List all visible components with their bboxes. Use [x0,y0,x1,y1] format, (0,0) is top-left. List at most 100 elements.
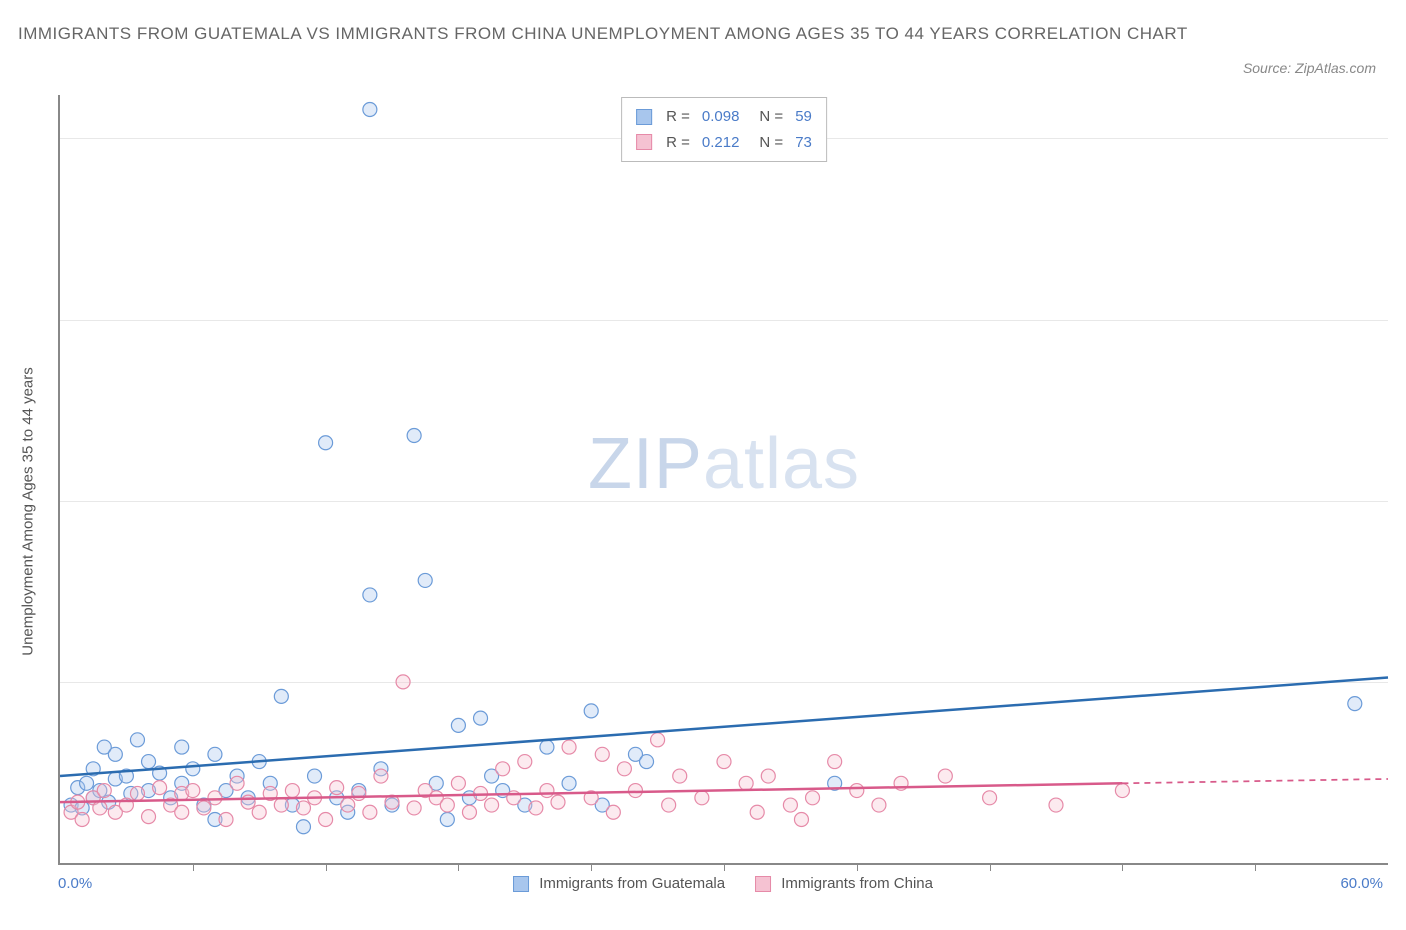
scatter-point [783,798,797,812]
scatter-point [93,801,107,815]
scatter-point [529,801,543,815]
scatter-point [230,776,244,790]
scatter-point [274,798,288,812]
scatter-point [219,813,233,827]
scatter-point [130,733,144,747]
chart-container: Unemployment Among Ages 35 to 44 years Z… [18,95,1388,910]
scatter-point [407,429,421,443]
scatter-point [606,805,620,819]
r-label: R = [666,104,690,130]
scatter-point [330,781,344,795]
scatter-svg [60,95,1388,863]
scatter-point [662,798,676,812]
scatter-point [75,813,89,827]
scatter-point [319,436,333,450]
scatter-point [584,704,598,718]
scatter-point [562,776,576,790]
scatter-point [80,776,94,790]
scatter-point [540,740,554,754]
scatter-point [828,755,842,769]
series2-label: Immigrants from China [781,875,933,892]
y-axis-label: Unemployment Among Ages 35 to 44 years [20,367,37,656]
scatter-point [640,755,654,769]
scatter-point [617,762,631,776]
scatter-point [252,805,266,819]
scatter-point [806,791,820,805]
scatter-point [175,805,189,819]
scatter-point [794,813,808,827]
scatter-point [872,798,886,812]
scatter-point [462,805,476,819]
scatter-point [551,795,565,809]
scatter-point [208,747,222,761]
scatter-point [142,755,156,769]
scatter-point [938,769,952,783]
scatter-point [717,755,731,769]
swatch-guatemala [636,109,652,125]
plot-area: ZIPatlas 12.5%25.0%37.5%50.0% R = 0.098 … [58,95,1388,865]
scatter-point [739,776,753,790]
scatter-point [274,689,288,703]
scatter-point [983,791,997,805]
x-axis-labels: 0.0% Immigrants from Guatemala Immigrant… [58,875,1388,895]
scatter-point [186,784,200,798]
legend-row-china: R = 0.212 N = 73 [636,130,812,156]
bottom-legend-guatemala: Immigrants from Guatemala [513,875,725,892]
scatter-point [562,740,576,754]
scatter-point [108,747,122,761]
trend-line-extension [1122,779,1388,783]
n-label: N = [759,104,783,130]
scatter-point [296,820,310,834]
scatter-point [374,769,388,783]
scatter-point [651,733,665,747]
scatter-point [363,102,377,116]
x-min-label: 0.0% [58,875,92,892]
scatter-point [341,798,355,812]
scatter-point [540,784,554,798]
n-label: N = [759,130,783,156]
scatter-point [153,781,167,795]
swatch-china-bottom [755,876,771,892]
source-attribution: Source: ZipAtlas.com [1243,60,1376,76]
scatter-point [451,776,465,790]
scatter-point [407,801,421,815]
scatter-point [474,711,488,725]
scatter-point [1049,798,1063,812]
scatter-point [285,784,299,798]
scatter-point [518,755,532,769]
scatter-point [850,784,864,798]
scatter-point [97,784,111,798]
series1-label: Immigrants from Guatemala [539,875,725,892]
scatter-point [750,805,764,819]
scatter-point [1348,697,1362,711]
scatter-point [595,747,609,761]
scatter-point [208,791,222,805]
n-value-china: 73 [795,130,812,156]
scatter-point [197,801,211,815]
scatter-point [1115,784,1129,798]
r-label: R = [666,130,690,156]
scatter-point [695,791,709,805]
scatter-point [363,588,377,602]
scatter-point [130,786,144,800]
x-max-label: 60.0% [1340,875,1383,892]
r-value-guatemala: 0.098 [702,104,740,130]
scatter-point [485,798,499,812]
scatter-point [241,795,255,809]
legend-row-guatemala: R = 0.098 N = 59 [636,104,812,130]
scatter-point [363,805,377,819]
scatter-point [175,740,189,754]
scatter-point [440,798,454,812]
scatter-point [396,675,410,689]
scatter-point [628,784,642,798]
swatch-china [636,134,652,150]
scatter-point [352,786,366,800]
scatter-point [673,769,687,783]
scatter-point [319,813,333,827]
scatter-point [296,801,310,815]
scatter-point [418,573,432,587]
chart-title: IMMIGRANTS FROM GUATEMALA VS IMMIGRANTS … [18,20,1388,47]
swatch-guatemala-bottom [513,876,529,892]
scatter-point [761,769,775,783]
bottom-legend-china: Immigrants from China [755,875,933,892]
